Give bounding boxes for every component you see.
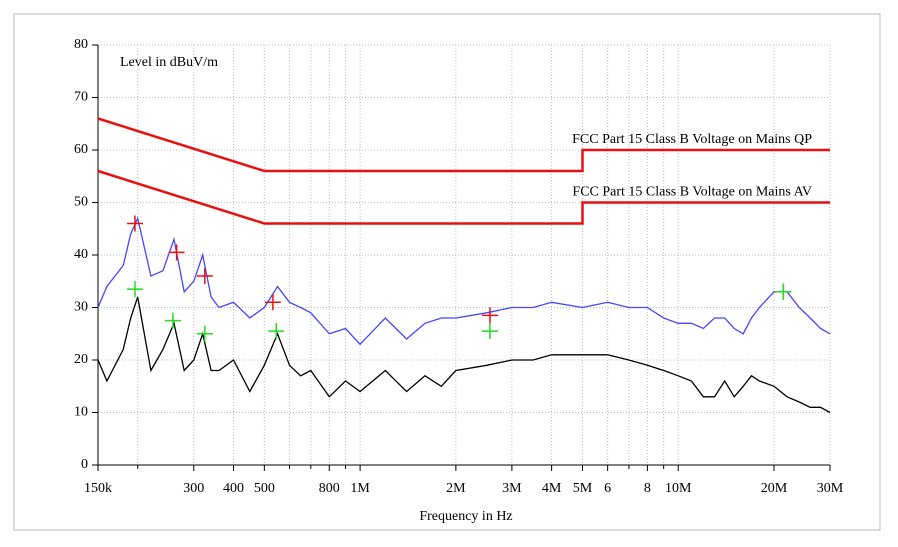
y-tick-label: 30 <box>74 300 88 315</box>
marker <box>126 281 143 298</box>
y-tick-label: 0 <box>81 457 88 472</box>
marker <box>268 323 285 340</box>
marker <box>168 244 185 261</box>
x-tick-label: 2M <box>446 481 466 496</box>
y-tick-label: 80 <box>74 37 88 52</box>
limit-label: FCC Part 15 Class B Voltage on Mains QP <box>572 132 812 147</box>
x-tick-label: 3M <box>502 481 522 496</box>
marker <box>196 325 213 342</box>
marker <box>481 307 498 324</box>
y-tick-label: 10 <box>74 405 88 420</box>
y-axis-label: Level in dBuV/m <box>120 55 218 70</box>
y-tick-label: 70 <box>74 90 88 105</box>
marker <box>196 268 213 284</box>
marker <box>775 283 792 300</box>
x-tick-label: 300 <box>183 481 204 496</box>
x-tick-label: 1M <box>350 481 370 496</box>
x-tick-label: 150k <box>84 481 112 496</box>
y-tick-label: 60 <box>74 142 88 157</box>
x-tick-label: 500 <box>254 481 275 496</box>
marker <box>264 294 281 311</box>
limit-label: FCC Part 15 Class B Voltage on Mains AV <box>572 185 812 200</box>
y-tick-label: 40 <box>74 247 88 262</box>
marker <box>481 323 498 340</box>
x-tick-label: 4M <box>542 481 562 496</box>
marker <box>164 312 181 329</box>
x-tick-label: 6 <box>604 481 611 496</box>
x-tick-label: 10M <box>665 481 692 496</box>
frame <box>13 13 881 531</box>
x-axis-label: Frequency in Hz <box>419 509 512 524</box>
y-tick-label: 20 <box>74 352 88 367</box>
limit-line <box>97 169 830 225</box>
trace <box>97 216 831 346</box>
x-tick-label: 8 <box>644 481 651 496</box>
x-tick-label: 30M <box>817 481 844 496</box>
x-tick-label: 800 <box>319 481 340 496</box>
x-tick-label: 20M <box>761 481 788 496</box>
marker <box>126 215 143 232</box>
x-tick-label: 400 <box>223 481 244 496</box>
y-tick-label: 50 <box>74 195 88 210</box>
limit-line <box>97 117 830 173</box>
trace <box>97 296 831 414</box>
x-tick-label: 5M <box>573 481 593 496</box>
